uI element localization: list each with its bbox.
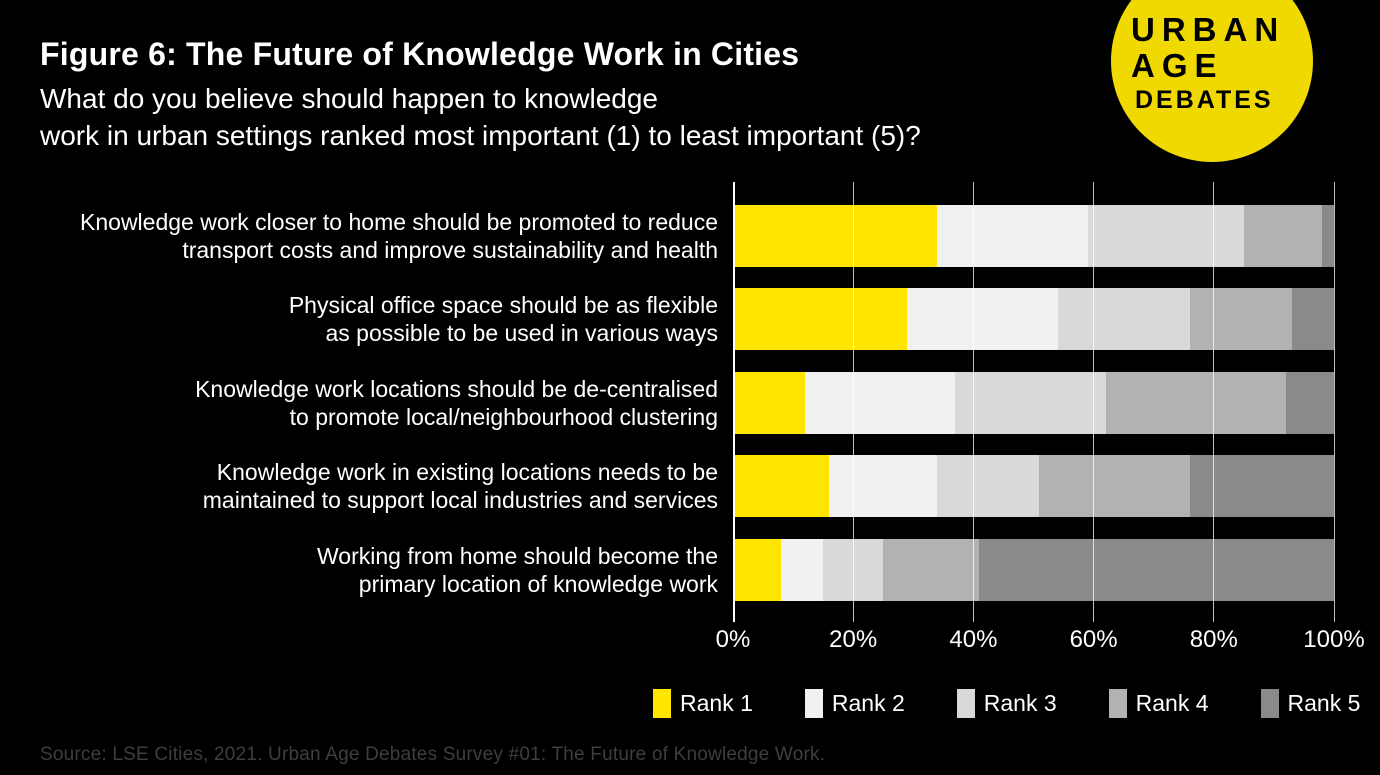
bar-row [733,288,1334,351]
bar-segment-rank-3 [1057,288,1190,351]
category-label-line: as possible to be used in various ways [325,320,719,347]
legend-item-rank-3: Rank 3 [956,689,1057,718]
bar-segment-rank-3 [937,455,1040,518]
bar-segment-rank-1 [733,455,830,518]
bar-segment-rank-3 [955,371,1106,434]
category-label-line: Knowledge work locations should be de-ce… [195,375,718,402]
legend-swatch [956,689,975,718]
legend-label: Rank 2 [831,690,905,716]
source-note: Source: LSE Cities, 2021. Urban Age Deba… [40,744,826,765]
category-label: Knowledge work locations should be de-ce… [18,375,718,431]
category-label-line: Physical office space should be as flexi… [288,292,718,319]
legend-swatch [1108,689,1127,718]
bar-segment-rank-2 [805,371,956,434]
gridline-20pct [852,182,854,622]
gridline-100pct [1333,182,1335,622]
bar-segment-rank-3 [1087,205,1244,267]
legend-item-rank-5: Rank 5 [1260,689,1361,718]
plot-area [733,182,1335,622]
gridline-80pct [1213,182,1215,622]
figure-title: Figure 6: The Future of Knowledge Work i… [40,36,800,72]
bar-segment-rank-4 [883,538,980,601]
legend-item-rank-1: Rank 1 [653,689,753,718]
x-tick-label: 0% [715,626,751,653]
bar-segment-rank-2 [781,538,824,601]
category-label-line: to promote local/neighbourhood clusterin… [289,403,718,430]
category-label-line: Working from home should become the [317,542,718,569]
category-label: Knowledge work in existing locations nee… [18,458,718,514]
bar-segment-rank-5 [1189,455,1334,518]
bar-segment-rank-5 [1291,288,1334,351]
bar-segment-rank-5 [1285,371,1334,434]
logo-text-age: AGE [1131,47,1224,84]
bar-segment-rank-1 [733,538,782,601]
bar-segment-rank-2 [907,288,1058,351]
category-label-line: Knowledge work closer to home should be … [80,209,718,235]
legend-swatch [653,689,671,718]
logo-text-debates: DEBATES [1135,86,1274,114]
category-label-line: primary location of knowledge work [358,570,718,597]
category-label: Working from home should become the prima… [18,542,718,598]
legend-label: Rank 3 [983,690,1057,716]
legend-label: Rank 5 [1287,690,1361,716]
x-tick-label: 40% [949,626,998,653]
legend-label: Rank 1 [680,690,753,716]
figure-subtitle-line-1: What do you believe should happen to kno… [40,83,658,114]
bar-segment-rank-1 [733,288,908,351]
x-tick-label: 20% [829,626,878,653]
bar-row [733,371,1334,434]
legend-label: Rank 4 [1135,690,1209,716]
bar-row [733,205,1334,267]
legend-item-rank-4: Rank 4 [1108,689,1209,718]
urban-age-debates-logo: URBAN AGE DEBATES [1111,0,1313,162]
category-label: Physical office space should be as flexi… [18,291,718,347]
bar-row [733,455,1334,518]
category-label-line: maintained to support local industries a… [202,487,718,514]
bar-segment-rank-4 [1243,205,1322,267]
bar-segment-rank-4 [1189,288,1292,351]
legend-swatch [1260,689,1279,718]
bar-segment-rank-2 [937,205,1088,267]
legend-swatch [804,689,823,718]
bar-segment-rank-4 [1039,455,1190,518]
legend-item-rank-2: Rank 2 [804,689,905,718]
x-tick-label: 100% [1303,626,1365,653]
category-labels: Knowledge work closer to home should be … [0,182,718,622]
category-label-line: transport costs and improve sustainabili… [182,237,718,263]
figure-subtitle-line-2: work in urban settings ranked most impor… [40,120,921,151]
category-label: Knowledge work closer to home should be … [18,208,718,264]
x-tick-label: 80% [1189,626,1238,653]
x-axis: 0% 20% 40% 60% 80% 100% [716,626,1365,656]
gridline-0pct [733,182,735,622]
gridline-40pct [972,182,974,622]
bar-segment-rank-5 [979,538,1334,601]
logo-text-urban: URBAN [1131,11,1286,48]
bar-row [733,538,1334,601]
bar-segment-rank-4 [1105,371,1286,434]
bar-segment-rank-1 [733,205,938,267]
bar-segment-rank-1 [733,371,806,434]
legend: Rank 1 Rank 2 Rank 3 Rank 4 Rank 5 [653,689,1360,718]
bar-segment-rank-2 [829,455,938,518]
figure-subtitle: What do you believe should happen to kno… [40,80,1100,154]
category-label-line: Knowledge work in existing locations nee… [216,459,718,486]
bar-segment-rank-5 [1321,205,1334,267]
x-tick-label: 60% [1069,626,1118,653]
gridline-60pct [1093,182,1095,622]
